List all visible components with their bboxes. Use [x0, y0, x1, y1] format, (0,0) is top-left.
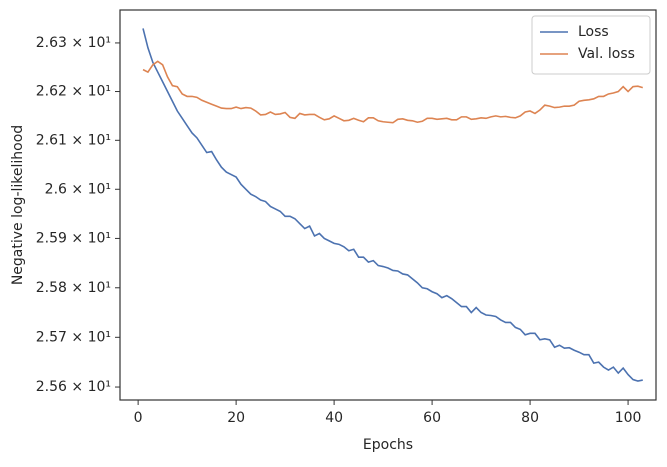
- y-tick-label: 2.63 × 10¹: [36, 35, 111, 51]
- y-tick-label: 2.58 × 10¹: [36, 280, 111, 296]
- series-line: [142, 28, 643, 382]
- legend-label: Loss: [578, 24, 609, 40]
- x-axis-label: Epochs: [363, 437, 413, 453]
- x-tick-label: 0: [134, 410, 143, 426]
- y-tick-label: 2.57 × 10¹: [36, 329, 111, 345]
- y-tick-label: 2.61 × 10¹: [36, 132, 111, 148]
- series-line: [142, 60, 643, 124]
- y-tick-label: 2.62 × 10¹: [36, 84, 111, 100]
- y-axis-label: Negative log-likelihood: [10, 125, 26, 285]
- x-tick-label: 80: [521, 410, 539, 426]
- x-tick-label: 40: [325, 410, 343, 426]
- legend: Loss Val. loss: [531, 15, 651, 75]
- y-tick-label: 2.56 × 10¹: [36, 379, 111, 395]
- y-tick-label: 2.6 × 10¹: [45, 181, 111, 197]
- legend-label: Val. loss: [578, 46, 635, 62]
- x-tick-label: 20: [227, 410, 245, 426]
- y-tick-label: 2.59 × 10¹: [36, 230, 111, 246]
- x-tick-label: 60: [423, 410, 441, 426]
- legend-box: [531, 15, 651, 75]
- x-tick-label: 100: [615, 410, 642, 426]
- plot-frame: [119, 9, 657, 401]
